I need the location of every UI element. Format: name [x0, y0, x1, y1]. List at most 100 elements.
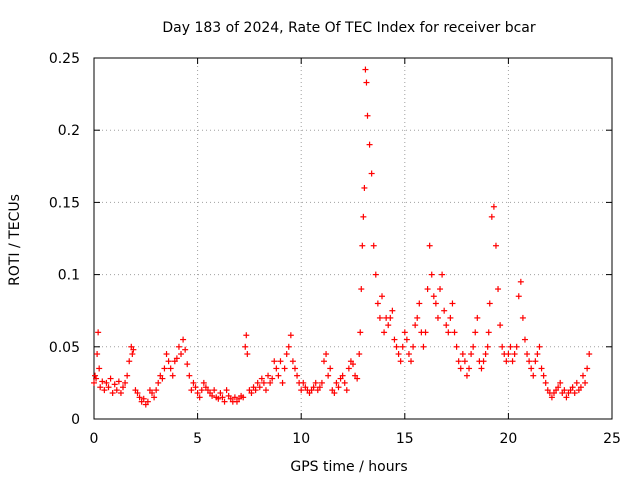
data-point [495, 286, 502, 293]
data-point [256, 384, 263, 391]
data-point [325, 372, 332, 379]
data-point [165, 358, 172, 365]
data-point [92, 372, 99, 379]
data-point [357, 329, 364, 336]
data-point [129, 351, 136, 358]
x-tick-labels: 0 5 10 15 20 25 [90, 431, 621, 447]
data-point [111, 381, 118, 388]
data-point [173, 355, 180, 362]
data-point [372, 271, 379, 278]
data-point [169, 372, 176, 379]
data-point [217, 390, 224, 397]
chart-title: Day 183 of 2024, Rate Of TEC Index for r… [162, 20, 536, 36]
data-point [405, 351, 412, 358]
data-point [345, 365, 352, 372]
data-point [410, 343, 417, 350]
data-point [403, 336, 410, 343]
data-point [451, 329, 458, 336]
data-point [91, 379, 97, 386]
data-point [312, 379, 319, 386]
y-tick-label: 0.25 [49, 51, 80, 67]
data-point [484, 343, 491, 350]
data-point [269, 375, 276, 382]
data-point [439, 271, 446, 278]
data-point [420, 343, 427, 350]
data-point [323, 351, 330, 358]
data-point [524, 351, 531, 358]
data-point [474, 314, 481, 321]
data-point [310, 384, 317, 391]
data-point [356, 351, 363, 358]
data-point [505, 351, 512, 358]
data-point [358, 286, 365, 293]
data-point [519, 314, 526, 321]
data-point [480, 358, 487, 365]
data-point [339, 372, 346, 379]
data-point [557, 379, 564, 386]
data-point [437, 286, 444, 293]
data-point [149, 390, 156, 397]
data-point [534, 351, 541, 358]
data-point [159, 375, 166, 382]
data-point [186, 372, 193, 379]
data-point [178, 351, 185, 358]
y-axis-label: ROTI / TECUs [7, 194, 23, 286]
x-tick-label: 25 [603, 431, 621, 447]
y-tick-label: 0 [71, 412, 80, 428]
data-point [517, 278, 524, 285]
data-point [499, 343, 506, 350]
data-point [219, 394, 226, 401]
data-point [252, 387, 259, 394]
data-point [362, 66, 369, 73]
data-point [94, 351, 101, 358]
data-point [350, 361, 356, 368]
data-point [242, 343, 249, 350]
data-point [231, 394, 238, 401]
data-point [144, 398, 151, 405]
data-point [434, 314, 441, 321]
data-point [430, 293, 437, 300]
data-point [503, 358, 510, 365]
x-tick-label: 0 [90, 431, 99, 447]
data-point [457, 365, 464, 372]
data-point [294, 372, 301, 379]
data-point [441, 307, 448, 314]
data-point [540, 372, 547, 379]
data-point [277, 358, 284, 365]
data-point [95, 329, 102, 336]
data-point [492, 242, 499, 249]
data-point [416, 300, 423, 307]
data-point [401, 329, 408, 336]
data-point [115, 378, 122, 385]
data-point [285, 343, 292, 350]
data-point [221, 398, 228, 405]
data-point [291, 365, 298, 372]
data-point [260, 379, 267, 386]
data-point [188, 387, 195, 394]
data-point [333, 379, 340, 386]
data-point [223, 387, 230, 394]
data-point [393, 343, 400, 350]
data-point [507, 343, 514, 350]
data-point [361, 184, 368, 191]
data-point [488, 213, 495, 220]
data-point [140, 395, 147, 402]
data-point [163, 351, 170, 358]
data-point [573, 379, 580, 386]
data-point [548, 394, 555, 401]
data-point [271, 358, 278, 365]
data-point [399, 343, 406, 350]
data-point [387, 314, 394, 321]
data-point [209, 392, 216, 399]
data-point [103, 379, 110, 386]
data-point [432, 300, 439, 307]
data-point [577, 384, 584, 391]
data-point [515, 293, 522, 300]
data-point [155, 379, 162, 386]
data-point [472, 329, 479, 336]
data-point [376, 314, 383, 321]
data-point [490, 203, 497, 210]
data-point [468, 351, 475, 358]
data-point [563, 394, 570, 401]
